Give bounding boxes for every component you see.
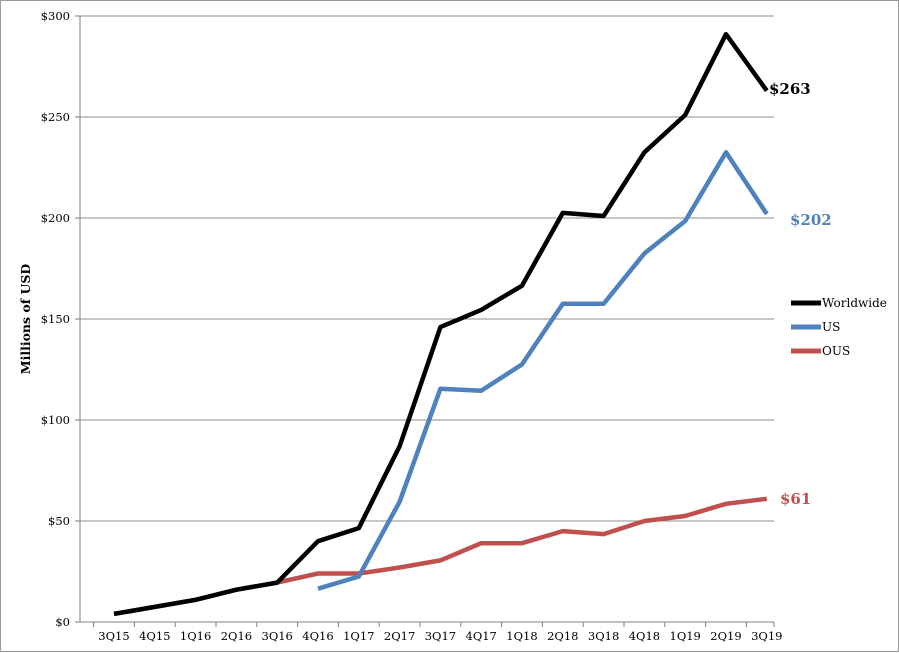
end-label-us: $202 bbox=[790, 211, 832, 229]
x-tick-label: 4Q17 bbox=[466, 629, 497, 643]
y-axis-title: Millions of USD bbox=[18, 264, 33, 375]
x-tick-label: 2Q17 bbox=[384, 629, 415, 643]
legend-label-us: US bbox=[822, 320, 840, 334]
x-tick-label: 4Q16 bbox=[302, 629, 333, 643]
end-label-worldwide: $263 bbox=[769, 80, 811, 98]
x-tick-label: 2Q16 bbox=[221, 629, 252, 643]
y-tick-label: $200 bbox=[41, 211, 70, 225]
x-tick-label: 1Q19 bbox=[670, 629, 701, 643]
x-tick-label: 1Q18 bbox=[506, 629, 537, 643]
x-tick-label: 2Q18 bbox=[547, 629, 578, 643]
y-tick-label: $300 bbox=[41, 9, 70, 23]
series-line-us bbox=[317, 150, 769, 591]
x-tick-label: 1Q17 bbox=[343, 629, 374, 643]
y-tick-label: $100 bbox=[41, 413, 70, 427]
x-tick-label: 3Q18 bbox=[588, 629, 619, 643]
x-tick-label: 3Q17 bbox=[425, 629, 456, 643]
y-tick-label: $0 bbox=[55, 615, 70, 629]
x-tick-label: 3Q15 bbox=[98, 629, 129, 643]
legend-label-worldwide: Worldwide bbox=[822, 296, 887, 310]
legend-label-ous: OUS bbox=[822, 344, 850, 358]
y-tick-label: $150 bbox=[41, 312, 70, 326]
x-tick-label: 2Q19 bbox=[710, 629, 741, 643]
y-tick-label: $50 bbox=[48, 514, 70, 528]
x-tick-label: 3Q19 bbox=[751, 629, 782, 643]
x-tick-label: 3Q16 bbox=[262, 629, 293, 643]
series-line-worldwide bbox=[113, 31, 769, 617]
x-tick-label: 4Q15 bbox=[139, 629, 170, 643]
end-label-ous: $61 bbox=[780, 490, 811, 508]
y-tick-label: $250 bbox=[41, 110, 70, 124]
x-tick-label: 4Q18 bbox=[629, 629, 660, 643]
x-tick-label: 1Q16 bbox=[180, 629, 211, 643]
